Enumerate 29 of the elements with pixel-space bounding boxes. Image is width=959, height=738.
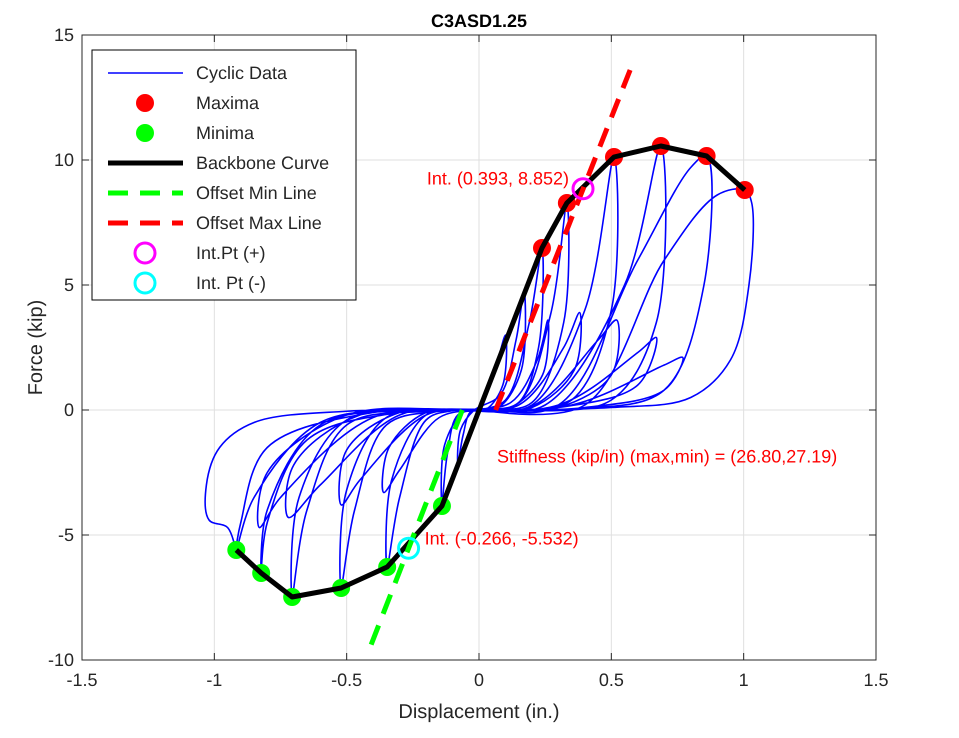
y-axis-title: Force (kip) — [25, 300, 47, 396]
legend-label: Int.Pt (+) — [196, 243, 266, 263]
x-axis-title: Displacement (in.) — [398, 701, 560, 723]
x-tick-label: 0 — [474, 670, 484, 690]
point — [572, 177, 595, 200]
legend-label: Maxima — [196, 93, 260, 113]
annotation: Int. (0.393, 8.852) — [426, 168, 570, 189]
x-tick-label: 0.5 — [598, 670, 624, 690]
legend-label: Offset Min Line — [196, 183, 317, 203]
x-tick-label: -1 — [206, 670, 222, 690]
x-tick-label: 1 — [738, 670, 749, 690]
annotation: Int. (-0.266, -5.532) — [424, 528, 579, 548]
legend-label: Offset Max Line — [196, 213, 322, 233]
legend-label: Cyclic Data — [196, 63, 288, 83]
y-tick-label: -10 — [48, 650, 74, 670]
y-tick-label: 5 — [64, 275, 74, 295]
x-tick-label: -0.5 — [331, 670, 362, 690]
legend-label: Int. Pt (-) — [196, 273, 266, 293]
annotation: Stiffness (kip/in) (max,min) = (26.80,27.19) — [497, 446, 838, 466]
x-tick-label: -1.5 — [66, 670, 98, 690]
y-tick-label: 10 — [54, 150, 74, 170]
y-tick-label: 0 — [64, 400, 74, 420]
point — [397, 536, 420, 560]
y-tick-label: -5 — [58, 525, 74, 545]
x-tick-label: 1.5 — [863, 670, 889, 690]
y-tick-label: 15 — [54, 25, 74, 45]
legend-label: Minima — [196, 123, 255, 143]
legend-label: Backbone Curve — [196, 153, 330, 173]
chart-title: C3ASD1.25 — [430, 11, 528, 31]
